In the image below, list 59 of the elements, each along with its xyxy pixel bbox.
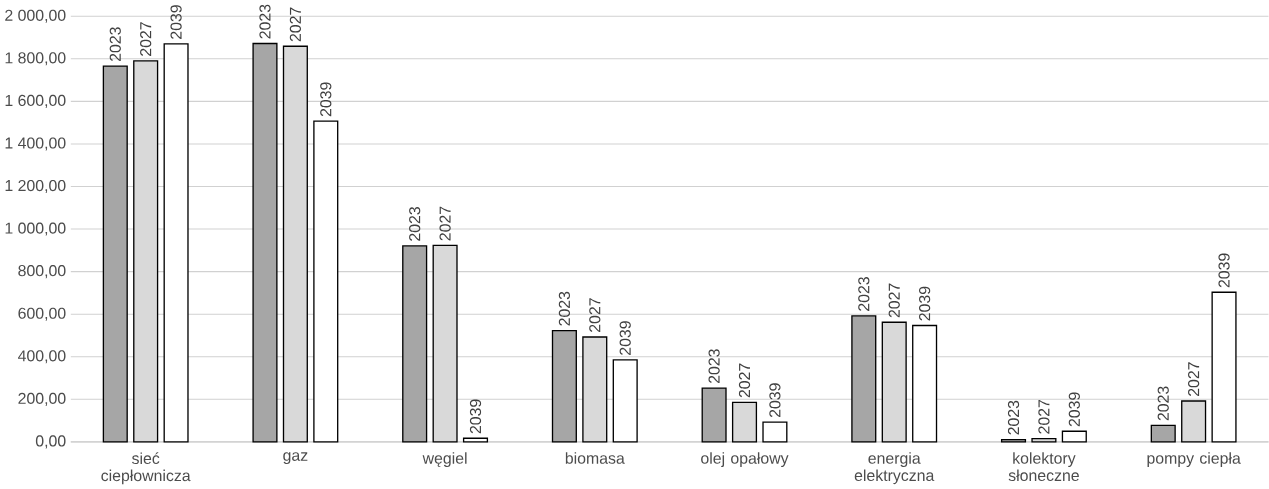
y-tick-label: 1 800,00 xyxy=(5,52,66,66)
text: 2039 xyxy=(469,399,482,434)
text: 2039 xyxy=(619,321,631,356)
bar xyxy=(912,324,938,443)
bar xyxy=(1000,439,1027,443)
text: 2023 xyxy=(109,27,121,62)
text: 2039 xyxy=(769,383,781,418)
y-tick-label: 200,00 xyxy=(18,392,66,406)
y-tick-label: 600,00 xyxy=(18,307,66,321)
text: 2039 xyxy=(1068,392,1080,427)
text: 2023 xyxy=(409,207,421,241)
text: 2027 xyxy=(1188,362,1200,397)
bar xyxy=(1211,291,1237,443)
bar xyxy=(102,65,128,443)
x-tick-label: olej opałowy xyxy=(701,452,789,468)
bar xyxy=(551,330,577,443)
text: 2023 xyxy=(1157,386,1169,421)
y-tick-label: 0,00 xyxy=(35,435,66,449)
x-tick-label: sieć ciepłownicza xyxy=(101,452,191,485)
text: 2039 xyxy=(170,5,182,39)
text: 2027 xyxy=(738,363,751,398)
bar xyxy=(612,359,638,443)
bar xyxy=(252,42,278,443)
text: 2039 xyxy=(919,286,931,321)
x-tick-label: energia elektryczna xyxy=(854,452,935,485)
text: 2023 xyxy=(708,349,720,384)
text: 2023 xyxy=(558,291,571,326)
bar xyxy=(1061,430,1087,443)
x-tick-label: pompy ciepła xyxy=(1147,452,1241,468)
bar xyxy=(402,245,428,443)
y-tick-label: 800,00 xyxy=(18,265,66,279)
y-tick-label: 1 400,00 xyxy=(5,137,66,151)
text: 2027 xyxy=(289,7,301,42)
text: 2023 xyxy=(858,277,870,311)
bar xyxy=(851,315,877,443)
text: 2027 xyxy=(1038,400,1050,434)
x-tick-label: kolektory słoneczne xyxy=(1008,452,1079,482)
y-tick-label: 2 000,00 xyxy=(5,9,66,23)
text: 2027 xyxy=(439,206,451,241)
text: 2027 xyxy=(589,298,601,333)
text: 2023 xyxy=(1007,400,1020,435)
y-tick-label: 400,00 xyxy=(18,350,66,364)
bar xyxy=(701,387,727,443)
bar xyxy=(762,421,788,443)
bar xyxy=(163,43,189,443)
x-tick-label: gaz xyxy=(283,452,308,465)
text: 2039 xyxy=(320,82,332,117)
x-tick-label: biomasa xyxy=(565,452,625,464)
text: 2027 xyxy=(140,22,152,57)
text: 2027 xyxy=(888,283,900,318)
y-tick-label: 1 200,00 xyxy=(5,180,66,194)
text: 2023 xyxy=(259,4,271,39)
bar xyxy=(313,120,339,443)
bar xyxy=(1150,424,1176,443)
bar xyxy=(462,437,489,443)
x-tick-label: węgiel xyxy=(422,452,467,468)
text: 2039 xyxy=(1218,253,1230,288)
y-tick-label: 1 600,00 xyxy=(5,94,66,109)
y-tick-label: 1 000,00 xyxy=(5,222,66,236)
